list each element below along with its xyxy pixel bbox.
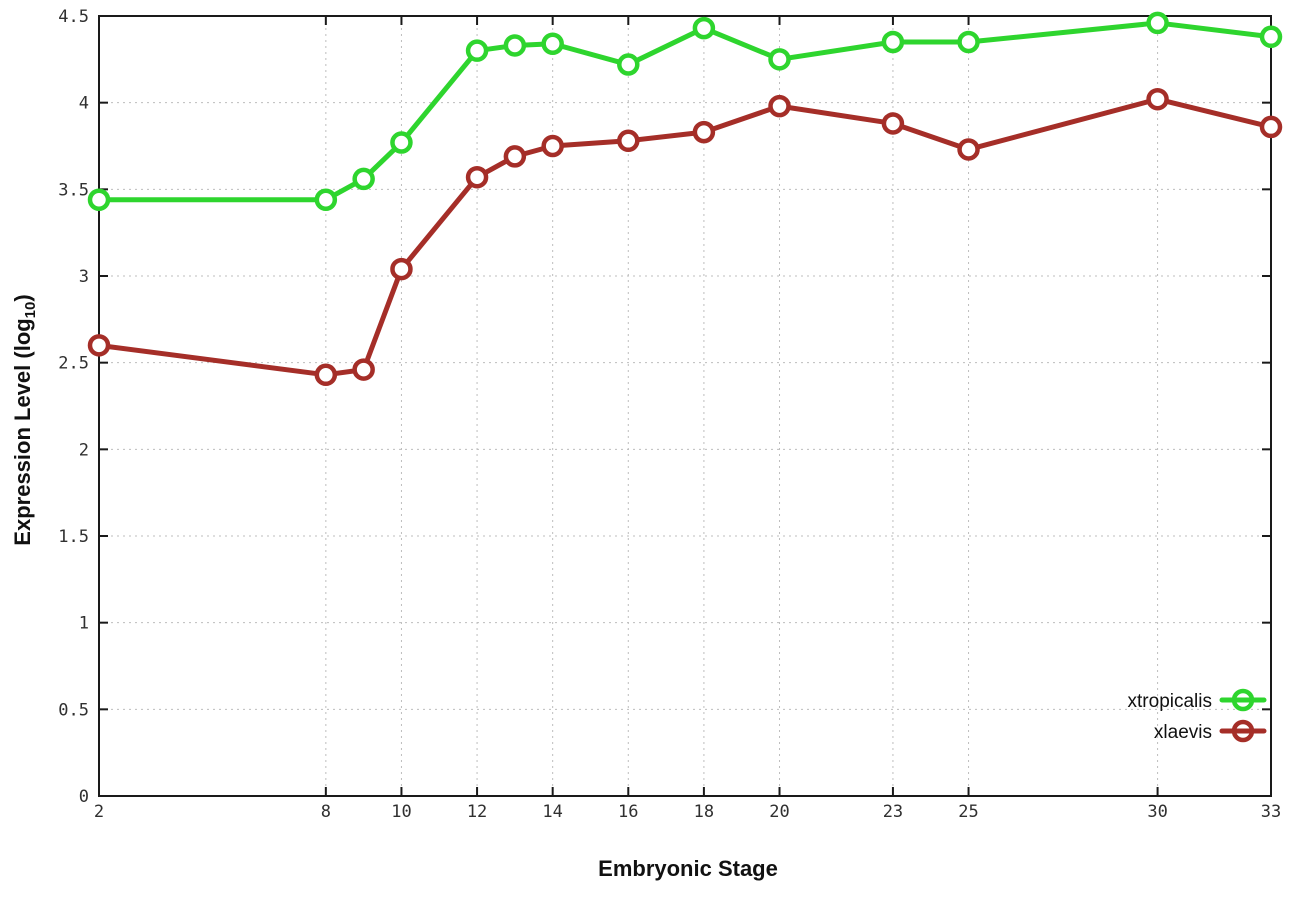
data-point: [314, 188, 338, 211]
y-tick-label: 1.5: [58, 527, 89, 547]
series-line-xlaevis: [96, 96, 1274, 378]
data-series: [87, 11, 1283, 387]
x-tick-label: 8: [321, 802, 331, 822]
data-point: [692, 120, 716, 144]
legend-item-xtropicalis: xtropicalis: [1128, 688, 1267, 712]
data-point: [314, 363, 338, 387]
y-tick-label: 1: [79, 614, 89, 634]
data-point: [503, 145, 527, 168]
data-point: [352, 167, 375, 191]
data-point: [617, 129, 640, 153]
x-tick-label: 33: [1261, 802, 1281, 822]
y-tick-label: 0.5: [58, 700, 89, 720]
series-xlaevis: [87, 87, 1283, 387]
data-point: [1259, 25, 1283, 49]
y-tick-label: 2.5: [58, 354, 89, 374]
y-tick-label: 4.5: [58, 7, 89, 27]
x-tick-label: 18: [694, 802, 714, 822]
y-tick-label: 2: [79, 440, 89, 460]
x-tick-label: 12: [467, 802, 487, 822]
x-tick-label: 23: [883, 802, 903, 822]
y-axis-title: Expression Level (log10): [10, 294, 39, 545]
legend-label: xtropicalis: [1128, 691, 1212, 712]
data-point: [465, 39, 489, 62]
series-line-xtropicalis: [96, 20, 1274, 203]
x-tick-label: 30: [1147, 802, 1167, 822]
y-tick-label: 0: [79, 787, 89, 807]
data-point: [390, 257, 413, 281]
data-point: [1146, 87, 1169, 111]
legend-item-xlaevis: xlaevis: [1154, 719, 1267, 743]
x-tick-label: 2: [94, 802, 104, 822]
data-point: [692, 16, 716, 40]
series-xtropicalis: [87, 11, 1283, 211]
data-point: [390, 131, 413, 154]
data-point: [87, 334, 111, 357]
x-tick-label: 16: [618, 802, 638, 822]
data-point: [1259, 115, 1283, 139]
data-point: [352, 358, 375, 381]
data-point: [768, 48, 791, 71]
y-tick-label: 4: [79, 94, 89, 114]
data-point: [465, 165, 489, 189]
y-tick-label: 3.5: [58, 180, 89, 200]
data-point: [881, 112, 905, 135]
data-point: [957, 138, 980, 161]
data-point: [617, 53, 640, 76]
data-point: [768, 94, 791, 118]
data-point: [957, 30, 980, 54]
x-axis-title: Embryonic Stage: [598, 856, 778, 881]
data-point: [541, 32, 564, 55]
y-tick-label: 3: [79, 267, 89, 287]
x-tick-label: 10: [391, 802, 411, 822]
grid-lines: [99, 16, 1271, 796]
data-point: [503, 34, 527, 57]
legend: xtropicalis xlaevis: [1128, 688, 1267, 743]
x-tick-label: 25: [958, 802, 978, 822]
x-tick-label: 14: [542, 802, 562, 822]
legend-label: xlaevis: [1154, 722, 1212, 743]
data-point: [1146, 11, 1169, 35]
plot-border: [98, 15, 1272, 797]
axes: 2 8 10 12 14 16 18 20 23 25 30 33 0 0.5 1 1.5 2 2.5 3 3.5 4 4…: [58, 7, 1281, 822]
x-tick-label: 20: [769, 802, 789, 822]
data-point: [87, 188, 111, 211]
data-point: [541, 134, 564, 158]
data-point: [881, 30, 905, 54]
